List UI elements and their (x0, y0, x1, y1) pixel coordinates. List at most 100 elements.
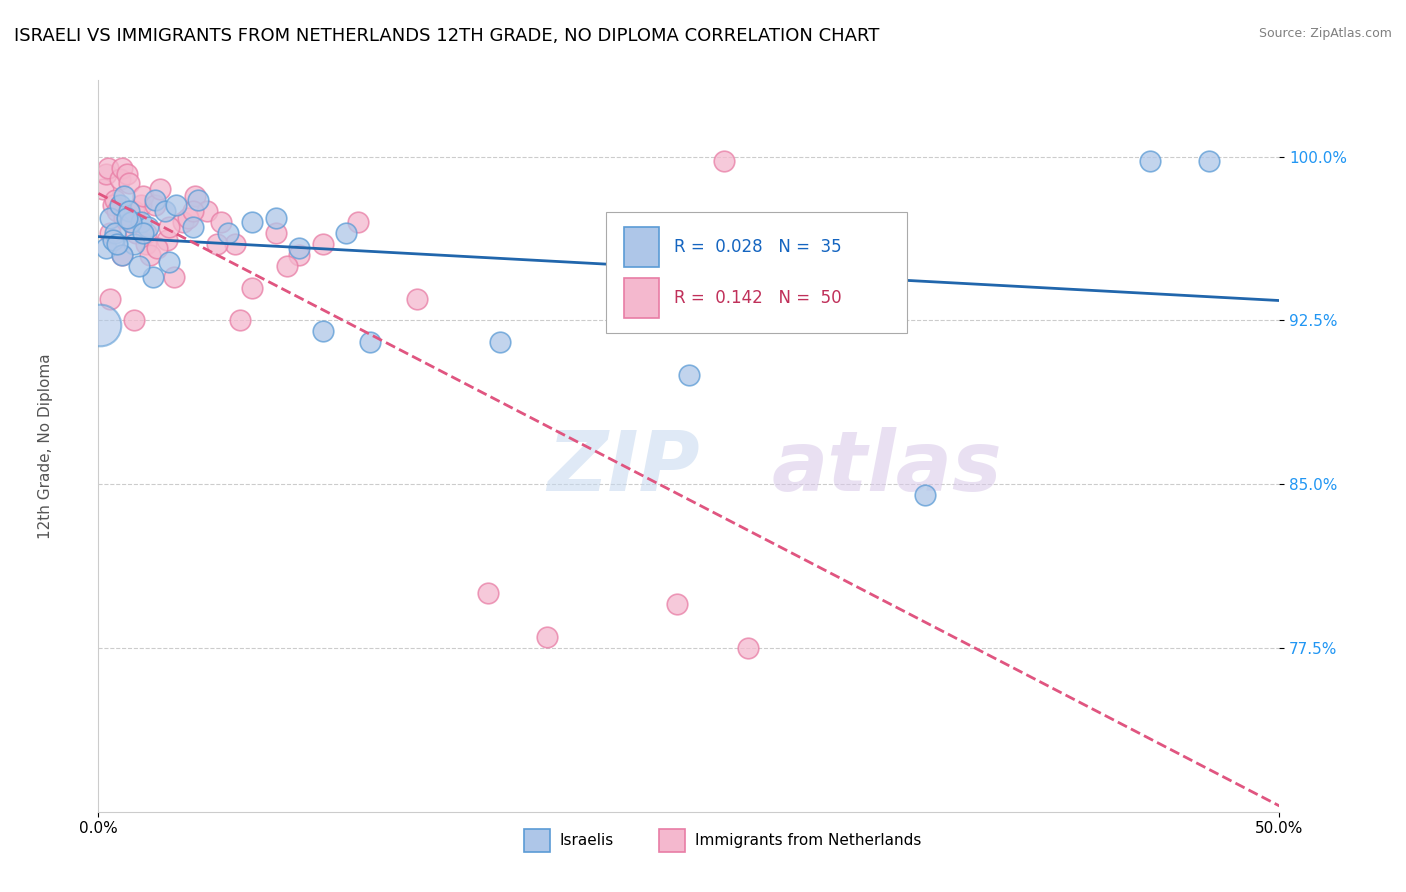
Point (108, 198, 131, 212)
Point (94, 241, 117, 255)
Point (177, 211, 200, 225)
Point (108, 171, 131, 186)
Point (312, 324, 335, 338)
Point (229, 313, 252, 327)
Point (224, 237, 246, 252)
Point (143, 198, 166, 212)
Point (115, 167, 138, 181)
Point (181, 219, 204, 234)
Point (149, 182, 172, 196)
Bar (624, 227, 659, 267)
Point (122, 237, 145, 252)
Point (104, 226, 127, 240)
Point (122, 204, 145, 219)
Point (132, 226, 155, 240)
FancyBboxPatch shape (606, 212, 907, 333)
Point (105, 204, 128, 219)
Point (536, 630, 558, 644)
Point (112, 189, 135, 203)
Point (94, 167, 117, 181)
Bar (523, 829, 550, 852)
Text: 12th Grade, No Diploma: 12th Grade, No Diploma (38, 353, 53, 539)
Point (156, 233, 179, 247)
Point (121, 215, 143, 229)
Point (101, 233, 124, 247)
Point (136, 219, 159, 234)
Text: atlas: atlas (772, 427, 1002, 508)
Point (1198, 154, 1220, 169)
Point (98, 292, 121, 306)
Point (139, 248, 162, 262)
Text: ZIP: ZIP (547, 427, 700, 508)
Point (1139, 154, 1161, 169)
Bar (659, 829, 685, 852)
Point (737, 640, 759, 655)
Point (163, 269, 186, 284)
Point (184, 189, 207, 203)
Point (153, 204, 176, 219)
Point (240, 215, 263, 229)
Point (489, 335, 512, 350)
Point (122, 313, 145, 327)
Point (209, 215, 232, 229)
Point (115, 211, 138, 225)
Point (713, 154, 735, 169)
Point (111, 161, 134, 175)
Point (406, 292, 429, 306)
Point (264, 211, 287, 225)
Point (143, 194, 166, 208)
Point (104, 194, 127, 208)
Point (181, 204, 204, 219)
Point (101, 198, 124, 212)
Text: Source: ZipAtlas.com: Source: ZipAtlas.com (1258, 27, 1392, 40)
Point (205, 237, 228, 252)
Point (118, 176, 141, 190)
Point (146, 241, 169, 255)
Text: ISRAELI VS IMMIGRANTS FROM NETHERLANDS 12TH GRADE, NO DIPLOMA CORRELATION CHART: ISRAELI VS IMMIGRANTS FROM NETHERLANDS 1… (14, 27, 879, 45)
Point (157, 254, 180, 268)
Point (165, 198, 187, 212)
Point (111, 248, 134, 262)
Text: R =  0.142   N =  50: R = 0.142 N = 50 (673, 289, 841, 307)
Bar (624, 277, 659, 318)
Point (128, 259, 150, 273)
Point (187, 194, 209, 208)
Point (240, 281, 263, 295)
Point (477, 586, 499, 600)
Point (335, 226, 357, 240)
Point (276, 259, 298, 273)
Point (111, 248, 134, 262)
Point (217, 226, 239, 240)
Point (288, 248, 311, 262)
Point (121, 215, 143, 229)
Point (98, 226, 121, 240)
Point (135, 237, 157, 252)
Point (132, 189, 155, 203)
Point (678, 368, 700, 382)
Point (359, 335, 381, 350)
Point (97, 161, 120, 175)
Point (347, 215, 370, 229)
Text: Immigrants from Netherlands: Immigrants from Netherlands (695, 833, 921, 847)
Point (142, 269, 165, 284)
Point (264, 226, 287, 240)
Point (112, 211, 135, 225)
Point (89, 318, 111, 332)
Point (172, 215, 194, 229)
Point (135, 226, 157, 240)
Point (105, 237, 128, 252)
Point (157, 219, 180, 234)
Point (129, 215, 152, 229)
Point (129, 198, 152, 212)
Point (125, 226, 148, 240)
Point (288, 241, 311, 255)
Point (118, 204, 141, 219)
Point (91, 182, 114, 196)
Text: Israelis: Israelis (560, 833, 613, 847)
Point (666, 597, 689, 611)
Point (312, 237, 335, 252)
Point (195, 204, 218, 219)
Text: R =  0.028   N =  35: R = 0.028 N = 35 (673, 237, 841, 256)
Point (914, 488, 936, 502)
Point (98, 211, 121, 225)
